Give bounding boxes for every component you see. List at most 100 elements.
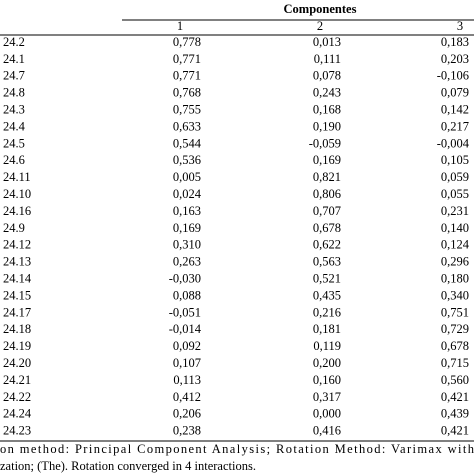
cell-value: 0,243 [313, 86, 341, 100]
cell-value: 0,678 [313, 221, 341, 235]
column-header: 3 [457, 19, 463, 33]
cell-value: 0,238 [173, 424, 201, 438]
cell-value: 0,439 [441, 407, 469, 421]
cell-value: 0,079 [441, 86, 469, 100]
cell-value: 0,190 [313, 119, 341, 133]
cell-value: 0,013 [313, 35, 341, 49]
row-label: 24.14 [3, 271, 32, 285]
cell-value: 0,821 [313, 170, 341, 184]
row-label: 24.17 [3, 305, 31, 319]
cell-value: 0,113 [173, 373, 201, 387]
cell-value: 0,024 [173, 187, 202, 201]
cell-value: 0,435 [313, 288, 341, 302]
cell-value: 0,755 [173, 102, 201, 116]
cell-value: 0,622 [313, 238, 341, 252]
row-label: 24.8 [3, 86, 25, 100]
cell-value: 0,715 [441, 356, 469, 370]
cell-value: 0,107 [173, 356, 201, 370]
cell-value: 0,088 [173, 288, 201, 302]
row-label: 24.7 [3, 69, 25, 83]
cell-value: -0,004 [437, 136, 470, 150]
cell-value: 0,633 [173, 119, 201, 133]
cell-value: 0,263 [173, 255, 201, 269]
cell-value: 0,563 [313, 255, 341, 269]
cell-value: 0,059 [441, 170, 469, 184]
cell-value: 0,768 [173, 86, 201, 100]
cell-value: 0,000 [313, 407, 341, 421]
row-label: 24.6 [3, 153, 25, 167]
footer-line: zation; (The). Rotation converged in 4 i… [0, 459, 256, 473]
cell-value: 0,560 [441, 373, 469, 387]
cell-value: 0,206 [173, 407, 201, 421]
cell-value: 0,005 [173, 170, 201, 184]
cell-value: 0,169 [313, 153, 341, 167]
cell-value: -0,106 [437, 69, 469, 83]
cell-value: 0,181 [313, 322, 341, 336]
cell-value: -0,059 [309, 136, 341, 150]
cell-value: 0,200 [313, 356, 341, 370]
cell-value: 0,142 [441, 102, 469, 116]
cell-value: 0,544 [173, 136, 202, 150]
row-label: 24.21 [3, 373, 31, 387]
cell-value: 0,231 [441, 204, 469, 218]
row-label: 24.23 [3, 424, 31, 438]
cell-value: 0,536 [173, 153, 201, 167]
row-label: 24.19 [3, 339, 31, 353]
cell-value: 0,163 [173, 204, 201, 218]
cell-value: 0,412 [173, 390, 201, 404]
row-label: 24.1 [3, 52, 25, 66]
cell-value: 0,092 [173, 339, 201, 353]
row-label: 24.10 [3, 187, 31, 201]
cell-value: -0,051 [169, 305, 201, 319]
cell-value: 0,296 [441, 255, 469, 269]
column-header: 1 [177, 19, 183, 33]
cell-value: 0,771 [173, 52, 201, 66]
cell-value: 0,729 [441, 322, 469, 336]
cell-value: 0,806 [313, 187, 341, 201]
row-label: 24.24 [3, 407, 32, 421]
row-label: 24.16 [3, 204, 31, 218]
cell-value: 0,521 [313, 271, 341, 285]
column-header: 2 [317, 19, 323, 33]
cell-value: 0,203 [441, 52, 469, 66]
row-label: 24.9 [3, 221, 25, 235]
row-label: 24.13 [3, 255, 31, 269]
cell-value: 0,416 [313, 424, 341, 438]
cell-value: 0,421 [441, 390, 469, 404]
cell-value: 0,751 [441, 305, 469, 319]
cell-value: 0,169 [173, 221, 201, 235]
cell-value: 0,771 [173, 69, 201, 83]
cell-value: 0,310 [173, 238, 201, 252]
cell-value: 0,111 [314, 52, 341, 66]
cell-value: 0,168 [313, 102, 341, 116]
cell-value: 0,180 [441, 271, 469, 285]
cell-value: 0,105 [441, 153, 469, 167]
cell-value: 0,217 [441, 119, 469, 133]
row-label: 24.15 [3, 288, 31, 302]
cell-value: 0,778 [173, 35, 201, 49]
group-header: Componentes [284, 2, 357, 16]
cell-value: 0,678 [441, 339, 469, 353]
row-label: 24.18 [3, 322, 31, 336]
row-label: 24.5 [3, 136, 25, 150]
cell-value: 0,055 [441, 187, 469, 201]
cell-value: -0,030 [169, 271, 201, 285]
cell-value: 0,124 [441, 238, 470, 252]
cell-value: 0,317 [313, 390, 341, 404]
row-label: 24.12 [3, 238, 31, 252]
row-label: 24.20 [3, 356, 31, 370]
cell-value: 0,421 [441, 424, 469, 438]
cell-value: 0,707 [313, 204, 341, 218]
cell-value: 0,140 [441, 221, 469, 235]
cell-value: 0,160 [313, 373, 341, 387]
row-label: 24.11 [3, 170, 31, 184]
cell-value: 0,216 [313, 305, 341, 319]
cell-value: 0,078 [313, 69, 341, 83]
row-label: 24.2 [3, 35, 25, 49]
cell-value: 0,183 [441, 35, 469, 49]
cell-value: -0,014 [169, 322, 202, 336]
row-label: 24.3 [3, 102, 25, 116]
cell-value: 0,340 [441, 288, 469, 302]
cell-value: 0,119 [313, 339, 341, 353]
